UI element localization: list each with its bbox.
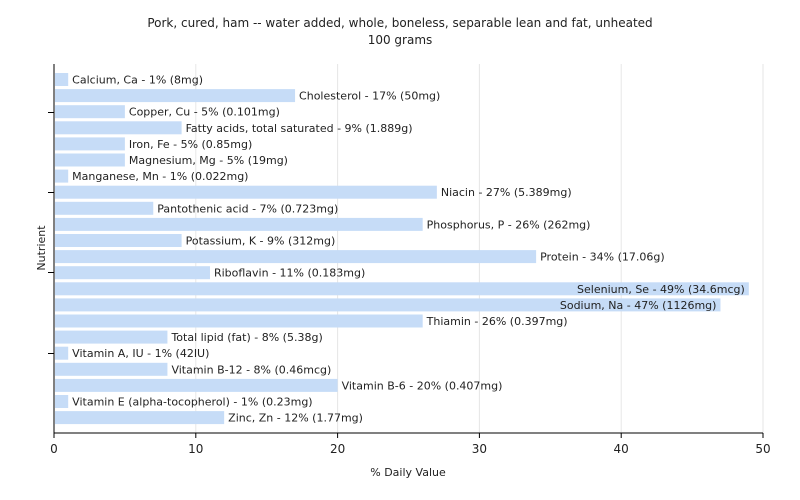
x-tick-label-3: 30 <box>472 442 487 456</box>
x-tick-label-1: 10 <box>188 442 203 456</box>
bar-label-21: Zinc, Zn - 12% (1.77mg) <box>228 412 363 425</box>
bar-11 <box>55 250 537 264</box>
chart-title: Pork, cured, ham -- water added, whole, … <box>147 16 652 30</box>
bar-label-3: Fatty acids, total saturated - 9% (1.889… <box>186 122 413 135</box>
bar-label-13: Selenium, Se - 49% (34.6mcg) <box>577 283 745 296</box>
bar-label-11: Protein - 34% (17.06g) <box>540 251 665 264</box>
bar-label-12: Riboflavin - 11% (0.183mg) <box>214 267 365 280</box>
bar-label-17: Vitamin A, IU - 1% (42IU) <box>72 347 209 360</box>
bar-0 <box>55 73 69 86</box>
bar-label-1: Cholesterol - 17% (50mg) <box>299 90 440 103</box>
bar-6 <box>55 169 69 183</box>
bar-20 <box>55 395 69 408</box>
bar-label-7: Niacin - 27% (5.389mg) <box>441 186 572 199</box>
bar-18 <box>55 362 168 376</box>
bar-label-20: Vitamin E (alpha-tocopherol) - 1% (0.23m… <box>72 396 312 409</box>
bar-label-16: Total lipid (fat) - 8% (5.38g) <box>170 331 322 344</box>
x-tick-label-0: 0 <box>50 442 58 456</box>
bar-label-9: Phosphorus, P - 26% (262mg) <box>427 218 591 231</box>
bar-9 <box>55 217 423 231</box>
bar-13 <box>55 282 749 296</box>
bar-15 <box>55 314 423 328</box>
bar-label-5: Magnesium, Mg - 5% (19mg) <box>129 154 288 167</box>
bar-label-15: Thiamin - 26% (0.397mg) <box>426 315 568 328</box>
bar-label-18: Vitamin B-12 - 8% (0.46mcg) <box>171 363 331 376</box>
grid-lines <box>195 64 764 433</box>
bars-group: Calcium, Ca - 1% (8mg) Cholesterol - 17% … <box>55 73 749 425</box>
y-axis-label: Nutrient <box>35 225 48 271</box>
bar-17 <box>55 346 69 360</box>
bar-7 <box>55 185 437 199</box>
bar-label-0: Calcium, Ca - 1% (8mg) <box>72 74 203 87</box>
bar-label-4: Iron, Fe - 5% (0.85mg) <box>129 138 252 151</box>
bar-label-8: Pantothenic acid - 7% (0.723mg) <box>157 202 338 215</box>
bar-2 <box>55 105 125 119</box>
x-tick-label-4: 40 <box>614 442 629 456</box>
bar-label-6: Manganese, Mn - 1% (0.022mg) <box>72 170 248 183</box>
bar-19 <box>55 378 338 392</box>
bar-16 <box>55 330 168 344</box>
bar-3 <box>55 121 182 135</box>
x-tick-label-5: 50 <box>755 442 770 456</box>
bar-label-19: Vitamin B-6 - 20% (0.407mg) <box>342 379 503 392</box>
bar-14 <box>55 298 721 312</box>
bar-1 <box>55 89 296 103</box>
bar-label-2: Copper, Cu - 5% (0.101mg) <box>129 106 280 119</box>
x-tick-label-2: 20 <box>330 442 345 456</box>
chart-subtitle: 100 grams <box>368 33 433 47</box>
x-axis-label: % Daily Value <box>370 466 446 479</box>
axes-group: 0 10 20 30 40 50 <box>48 64 771 456</box>
bar-8 <box>55 201 154 215</box>
bar-label-14: Sodium, Na - 47% (1126mg) <box>560 299 717 312</box>
bar-5 <box>55 153 125 167</box>
bar-12 <box>55 266 210 280</box>
bar-4 <box>55 137 125 151</box>
bar-21 <box>55 411 225 425</box>
bar-label-10: Potassium, K - 9% (312mg) <box>186 235 336 248</box>
bar-10 <box>55 234 182 247</box>
